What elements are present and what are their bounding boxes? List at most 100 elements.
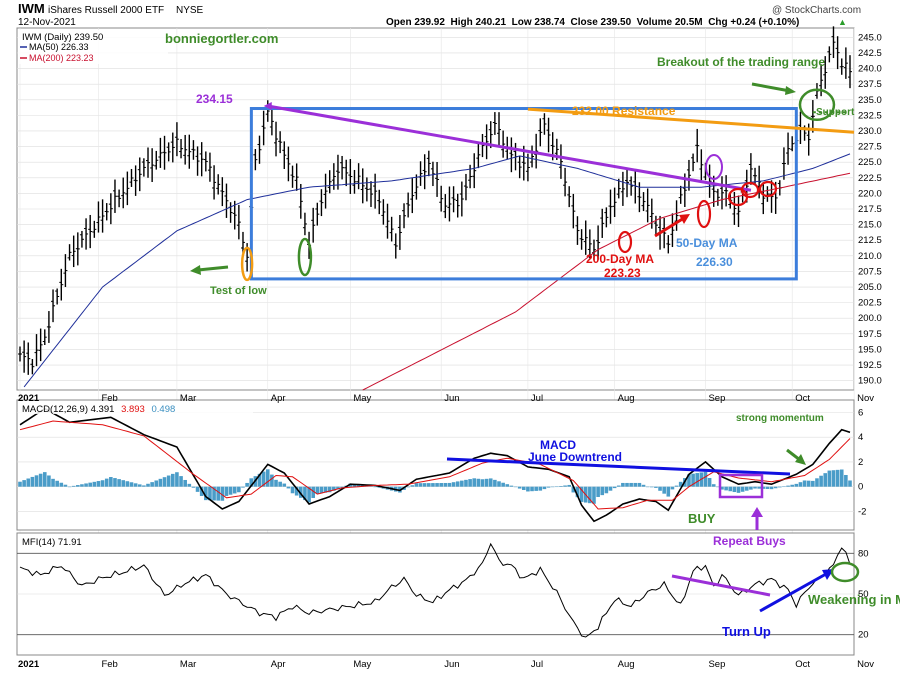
macd-hist-bar	[625, 482, 629, 487]
macd-hist-bar	[621, 482, 625, 487]
ann-june-downtrend: June Downtrend	[528, 450, 622, 464]
macd-tick-label: 2	[858, 457, 863, 468]
price-bar	[46, 311, 51, 343]
price-bar	[335, 154, 340, 190]
macd-hist-bar	[802, 480, 807, 487]
price-bar	[781, 147, 786, 180]
macd-hist-bar	[88, 482, 92, 487]
ma200-touch-circle	[758, 180, 778, 198]
macd-hist-bar	[249, 478, 254, 487]
price-bar	[542, 113, 547, 135]
price-tick-label: 215.0	[858, 220, 882, 231]
price-bar	[525, 153, 530, 182]
macd-hist-bar	[162, 477, 167, 487]
macd-hist-bar	[30, 476, 35, 487]
legend-main: IWM (Daily) 239.50	[22, 32, 103, 43]
macd-hist-bar	[414, 483, 419, 487]
price-bar	[616, 178, 621, 199]
price-bar	[686, 159, 691, 191]
price-bar	[323, 173, 328, 209]
price-bar	[356, 163, 361, 190]
x-label: Nov	[857, 393, 874, 404]
macd-hist-bar	[480, 479, 485, 487]
macd-hist-bar	[158, 478, 163, 487]
macd-hist-bar	[212, 486, 216, 501]
price-tick-label: 230.0	[858, 126, 882, 137]
price-bar	[360, 168, 365, 204]
price-bar	[492, 112, 497, 135]
trading-range-box	[249, 107, 798, 281]
price-bar	[79, 230, 84, 248]
price-bar	[278, 131, 283, 154]
macd-tick-label: -2	[858, 506, 866, 517]
macd-hist-bar	[769, 486, 774, 490]
macd-hist-bar	[839, 469, 844, 487]
price-bar	[290, 165, 295, 188]
macd-legend: MACD(12,26,9) 4.391 3.893 0.498	[18, 402, 253, 415]
macd-hist-bar	[373, 486, 377, 488]
price-tick-label: 190.0	[858, 376, 882, 387]
macd-hist-bar	[340, 486, 344, 488]
macd-hist-bar	[497, 481, 501, 487]
price-tick-label: 220.0	[858, 188, 882, 199]
trendline-arrow-icon	[263, 102, 272, 111]
macd-hist-bar	[691, 473, 695, 487]
macd-hist-bar	[658, 486, 662, 491]
macd-legend-hist: 0.498	[151, 404, 175, 415]
price-bar	[352, 169, 357, 194]
macd-hist-bar	[336, 486, 340, 490]
macd-hist-bar	[761, 486, 766, 489]
price-bar	[719, 176, 724, 210]
macd-hist-bar	[757, 486, 761, 489]
price-bar	[769, 180, 774, 213]
ma200-line	[362, 172, 851, 391]
price-bar	[443, 194, 448, 219]
ann-buy: BUY	[688, 511, 716, 526]
macd-hist-bar	[117, 479, 121, 487]
mfi-axis: 80 50 20	[858, 548, 869, 640]
price-bar	[112, 179, 117, 213]
macd-hist-bar	[815, 478, 819, 487]
macd-hist-bar	[26, 478, 31, 487]
macd-hist-bar	[534, 486, 538, 491]
mfi-divergence-line	[671, 574, 771, 597]
price-bar	[212, 165, 217, 200]
price-bar	[265, 100, 270, 122]
macd-hist-bar	[410, 485, 415, 487]
macd-hist-bar	[439, 483, 443, 487]
ohlc-readout: Open 239.92 High 240.21 Low 238.74 Close…	[386, 17, 799, 28]
macd-hist-bar	[278, 481, 282, 487]
macd-hist-bar	[526, 486, 530, 492]
macd-hist-bar	[678, 481, 683, 487]
macd-hist-bar	[191, 486, 196, 488]
price-bar	[567, 186, 572, 208]
price-tick-label: 195.0	[858, 344, 882, 355]
price-tick-label: 232.5	[858, 110, 882, 121]
price-bar	[447, 186, 452, 222]
macd-hist-bar	[232, 486, 237, 494]
chart-date: 12-Nov-2021	[18, 17, 76, 28]
macd-hist-bar	[827, 470, 832, 487]
ma200-touch-circle	[617, 230, 633, 254]
price-bar	[298, 183, 303, 219]
macd-hist-bar	[129, 482, 134, 487]
price-bar	[596, 225, 601, 260]
macd-hist-bar	[208, 486, 212, 501]
macd-hist-bar	[732, 486, 737, 493]
macd-hist-bar	[63, 484, 68, 487]
macd-hist-bar	[121, 480, 126, 487]
ann-50ma-value: 226.30	[696, 255, 733, 269]
price-bar	[678, 185, 683, 204]
x-label: Feb	[101, 659, 117, 670]
watermark: @ StockCharts.com	[772, 5, 861, 16]
macd-hist-bar	[427, 483, 431, 487]
macd-hist-bar	[220, 486, 225, 501]
macd-hist-bar	[600, 486, 605, 496]
macd-hist-bar	[315, 486, 320, 494]
macd-hist-bar	[311, 486, 315, 498]
purple-trendline	[267, 104, 752, 192]
price-bar	[26, 342, 31, 375]
macd-hist-bar	[133, 483, 138, 487]
macd-hist-bar	[571, 486, 576, 493]
